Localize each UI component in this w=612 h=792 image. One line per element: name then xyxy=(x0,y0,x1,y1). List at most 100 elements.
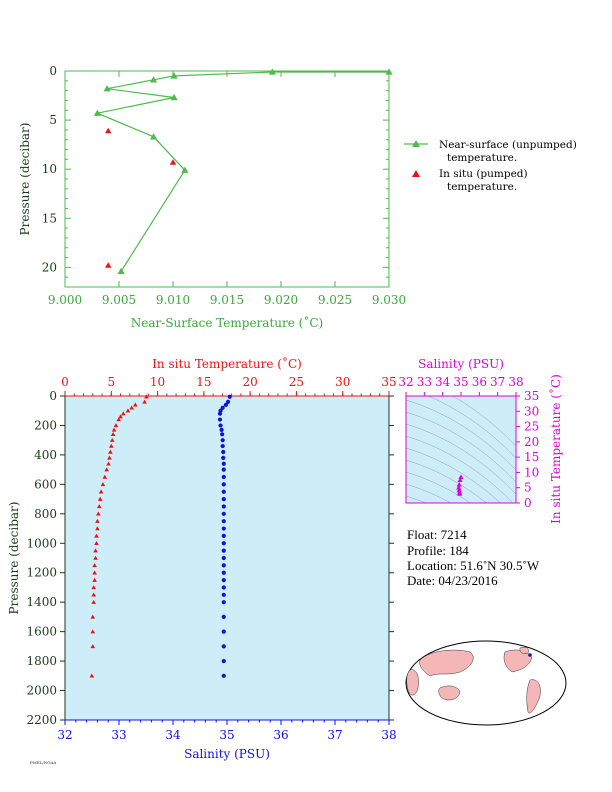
salinity-point xyxy=(221,474,226,480)
temp-tick-label: 20 xyxy=(243,375,258,389)
density-contour xyxy=(406,423,516,495)
point-nearsurface xyxy=(93,109,101,116)
salinity-point xyxy=(218,423,223,428)
profile-y-axis-label: Pressure (decibar) xyxy=(7,502,21,615)
ts-temp-tick-label: 30 xyxy=(524,404,539,418)
ts-temp-tick-label: 35 xyxy=(524,389,539,403)
temperature-point xyxy=(118,414,123,419)
salinity-point xyxy=(220,443,225,449)
temperature-point xyxy=(92,563,97,568)
salinity-point xyxy=(221,504,226,509)
temp-tick-label: 35 xyxy=(381,375,396,389)
ts-point xyxy=(457,491,463,496)
temperature-point xyxy=(97,496,103,501)
top-x-axis-label: Near-Surface Temperature (˚C) xyxy=(131,315,323,330)
salinity-point xyxy=(217,411,223,416)
ts-chart-series xyxy=(456,474,464,496)
salinity-point xyxy=(221,526,226,531)
temperature-point xyxy=(95,518,100,523)
map-land-asia xyxy=(419,649,474,677)
sal-tick-label: 37 xyxy=(327,728,342,742)
ts-sal-tick-label: 33 xyxy=(417,375,432,389)
series-line-nearsurface xyxy=(95,71,389,272)
temperature-point xyxy=(98,489,104,494)
point-nearsurface xyxy=(149,76,158,83)
top-x-tick-label: 9.000 xyxy=(48,293,82,307)
salinity-point xyxy=(220,438,225,443)
density-contour xyxy=(406,411,516,483)
temperature-point xyxy=(108,449,113,454)
temperature-point xyxy=(90,614,96,619)
legend-label-insitu-2: temperature. xyxy=(447,181,517,193)
ts-plot-background xyxy=(406,396,516,503)
ts-sal-tick-label: 37 xyxy=(490,375,505,389)
temperature-point xyxy=(91,592,96,597)
top-x-tick-label: 9.020 xyxy=(264,293,298,307)
temperature-point xyxy=(108,443,114,448)
salinity-point xyxy=(221,555,226,561)
temperature-point xyxy=(90,644,96,649)
salinity-point xyxy=(221,548,226,553)
density-contour xyxy=(406,447,501,503)
ts-density-contours xyxy=(406,396,516,503)
ts-temp-tick-label: 5 xyxy=(524,481,532,495)
temperature-point xyxy=(93,548,98,553)
temperature-point xyxy=(89,673,95,678)
salinity-point xyxy=(221,563,226,568)
profile-chart: 0 5 10 15 20 25 30 35 32 33 34 35 36 37 38 0 200 400 600 80… xyxy=(7,356,397,761)
salinity-point xyxy=(221,600,226,605)
temperature-point xyxy=(107,455,112,460)
salinity-point xyxy=(221,519,226,524)
top-chart-ticks: 9.000 9.005 9.010 9.015 9.020 9.025 9.030 0 5 10 1… xyxy=(42,64,406,307)
ts-sal-tick-label: 36 xyxy=(472,375,487,389)
pressure-tick-label: 1200 xyxy=(26,566,57,580)
temperature-point xyxy=(102,474,108,479)
map-float-marker xyxy=(528,653,532,657)
salinity-point xyxy=(221,629,226,634)
legend-label-insitu: In situ (pumped) xyxy=(439,168,528,180)
point-nearsurface xyxy=(117,267,125,274)
temperature-point xyxy=(133,402,138,407)
ts-sal-tick-label: 34 xyxy=(435,375,451,389)
salinity-point xyxy=(221,570,226,575)
profile-plot-background xyxy=(65,396,389,720)
salinity-point xyxy=(227,394,232,399)
pressure-tick-label: 200 xyxy=(34,418,57,432)
top-x-tick-label: 9.010 xyxy=(156,293,190,307)
pressure-tick-label: 2000 xyxy=(26,684,57,698)
top-y-tick-label: 20 xyxy=(42,260,57,274)
top-x-tick-label: 9.030 xyxy=(372,293,406,307)
sal-tick-label: 33 xyxy=(111,728,126,742)
density-contour xyxy=(406,471,471,503)
pressure-tick-label: 2200 xyxy=(26,713,57,727)
density-contour xyxy=(427,396,516,459)
pressure-tick-label: 0 xyxy=(49,389,57,403)
salinity-point xyxy=(221,614,226,620)
temperature-point xyxy=(91,599,96,604)
temperature-point xyxy=(96,511,101,516)
float-info: Float: 7214 Profile: 184 Location: 51.6˚… xyxy=(407,527,540,588)
top-y-tick-label: 15 xyxy=(42,211,57,225)
point-nearsurface xyxy=(181,166,189,173)
salinity-point xyxy=(221,644,226,649)
salinity-point xyxy=(221,449,226,455)
legend-triangle-nearsurface xyxy=(412,140,420,147)
point-nearsurface xyxy=(149,133,158,140)
temperature-point xyxy=(93,555,98,560)
salinity-point xyxy=(221,658,226,664)
sal-tick-label: 38 xyxy=(381,728,396,742)
temperature-point xyxy=(92,570,97,575)
info-float: Float: 7214 xyxy=(407,527,467,542)
map-land-africa xyxy=(406,669,419,696)
top-plot-frame xyxy=(64,70,390,288)
pressure-tick-label: 1400 xyxy=(26,595,57,609)
map-land-greenland xyxy=(519,646,529,655)
temperature-point xyxy=(94,533,99,538)
profile-chart-ticks: 0 5 10 15 20 25 30 35 32 33 34 35 36 37 38 0 200 400 600 80… xyxy=(26,375,396,742)
salinity-point xyxy=(220,405,225,410)
salinity-point xyxy=(221,496,226,502)
temperature-point xyxy=(110,431,116,437)
point-nearsurface xyxy=(103,85,111,92)
ts-sal-tick-label: 35 xyxy=(453,375,468,389)
